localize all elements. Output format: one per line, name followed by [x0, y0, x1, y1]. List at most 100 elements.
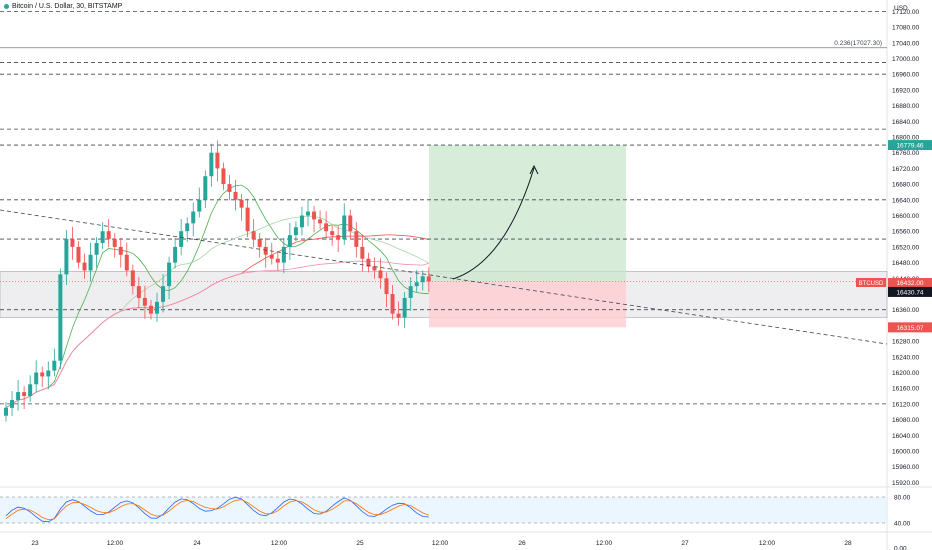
price-axis-tick: 16120.00 [892, 401, 919, 408]
candle-body [215, 152, 220, 169]
candle-body [58, 274, 63, 361]
time-axis-tick: 12:00 [759, 540, 776, 547]
stop-price-tag-bg [888, 322, 932, 333]
price-axis-tick: 16040.00 [892, 433, 919, 440]
price-axis-currency: USD [894, 5, 908, 12]
price-axis-tick: 17040.00 [892, 40, 919, 47]
candle-body [203, 176, 208, 200]
price-axis-tick: 16640.00 [892, 197, 919, 204]
time-axis-tick: 26 [518, 540, 526, 547]
candle-body [269, 254, 274, 259]
price-axis-tick: 16480.00 [892, 260, 919, 267]
candle-body [414, 282, 419, 287]
candle-body [16, 392, 21, 400]
candle-body [426, 276, 431, 282]
moving-average-long [5, 260, 429, 409]
candle-body [318, 219, 323, 224]
candle-body [263, 246, 268, 255]
price-axis-tick: 16360.00 [892, 307, 919, 314]
price-axis-tick: 16840.00 [892, 119, 919, 126]
candle-body [239, 199, 244, 208]
candle-body [384, 278, 389, 294]
candle-body [287, 235, 292, 247]
projection-arrow[interactable] [452, 167, 535, 280]
symbol-tag-bg [856, 278, 886, 287]
price-axis-tick: 17120.00 [892, 9, 919, 16]
price-axis-tick: 16520.00 [892, 244, 919, 251]
candle-body [245, 207, 250, 232]
candle-body [70, 239, 75, 247]
candle-body [299, 215, 304, 228]
candle-body [324, 223, 329, 232]
candle-body [408, 286, 413, 298]
candle-body [88, 254, 93, 271]
candle-body [336, 235, 341, 240]
candle-body [402, 297, 407, 318]
candle-body [312, 211, 317, 220]
candle-body [161, 286, 166, 302]
price-axis-tick: 15960.00 [892, 464, 919, 471]
candle-body [251, 231, 256, 240]
time-axis-tick: 24 [193, 540, 201, 547]
market-status-icon [4, 3, 9, 9]
candle-body [281, 246, 286, 263]
rsi-axis-tick: 0.00 [894, 546, 907, 550]
price-axis-tick: 16600.00 [892, 213, 919, 220]
candle-body [191, 211, 196, 224]
time-axis-tick: 23 [31, 540, 39, 547]
time-axis-tick: 12:00 [107, 540, 124, 547]
candle-body [221, 168, 226, 185]
moving-average-slow [5, 234, 429, 409]
price-axis-tick: 16960.00 [892, 72, 919, 79]
candle-body [330, 231, 335, 236]
price-axis-tick: 16160.00 [892, 386, 919, 393]
candle-body [342, 215, 347, 240]
trend-line[interactable] [0, 209, 888, 345]
candle-body [185, 223, 190, 232]
price-axis-tick: 16000.00 [892, 449, 919, 456]
candle-body [366, 258, 371, 267]
candle-body [306, 211, 310, 216]
stop-zone[interactable] [429, 281, 626, 328]
time-axis-tick: 27 [681, 540, 689, 547]
time-axis-tick: 25 [356, 540, 364, 547]
candle-body [348, 215, 353, 232]
price-axis-tick: 15920.00 [892, 480, 919, 487]
target-zone[interactable] [429, 145, 626, 282]
price-axis-tick: 16920.00 [892, 87, 919, 94]
time-axis-tick: 12:00 [432, 540, 449, 547]
candle-body [100, 231, 105, 243]
candle-body [233, 191, 238, 200]
last-price-tag: 16432.00 [896, 280, 923, 287]
target-price-tag-bg [888, 140, 932, 151]
price-axis-tick: 16560.00 [892, 229, 919, 236]
candle-body [142, 297, 147, 306]
price-axis-tick: 16200.00 [892, 370, 919, 377]
price-axis-tick: 16080.00 [892, 417, 919, 424]
fib-level-label: 0.236(17027.30) [834, 40, 882, 47]
time-axis-tick: 12:00 [596, 540, 613, 547]
candle-body [354, 231, 359, 247]
price-axis-tick: 16880.00 [892, 103, 919, 110]
price-axis-tick: 16680.00 [892, 182, 919, 189]
candle-body [390, 294, 395, 314]
price-axis-tick: 16240.00 [892, 354, 919, 361]
arrow-head-icon [529, 164, 539, 175]
candle-body [94, 242, 99, 255]
candle-body [420, 276, 425, 283]
candle-body [106, 231, 111, 240]
candle-body [34, 372, 39, 385]
candle-body [396, 313, 401, 318]
price-axis-tick: 16720.00 [892, 166, 919, 173]
price-axis-tick: 16800.00 [892, 135, 919, 142]
candle-body [118, 246, 123, 255]
symbol-tag: BTCUSD [859, 281, 884, 287]
entry-price-tag: 16430.74 [896, 289, 923, 296]
entry-price-tag-bg [888, 286, 932, 297]
candle-body [112, 239, 117, 247]
candle-body [257, 239, 262, 247]
chart-title-text: Bitcoin / U.S. Dollar, 30, BITSTAMP [12, 3, 123, 10]
candle-body [82, 262, 87, 271]
stop-price-tag: 16315.07 [896, 325, 923, 332]
